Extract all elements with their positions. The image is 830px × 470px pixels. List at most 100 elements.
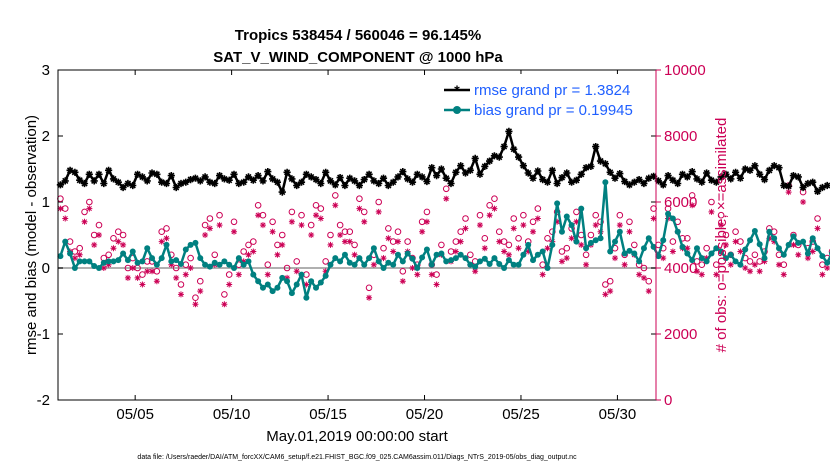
possible-count-point — [520, 211, 527, 219]
rmse-point — [433, 172, 441, 180]
possible-count-point — [95, 221, 103, 229]
possible-count-point — [399, 268, 407, 275]
rmse-point — [727, 175, 735, 183]
rmse-point — [191, 174, 199, 182]
possible-count-point — [341, 228, 349, 235]
rmse-point — [457, 162, 465, 170]
assimilated-count-point — [640, 274, 647, 281]
assimilated-count-point — [819, 271, 826, 278]
rmse-point — [659, 181, 667, 189]
assimilated-count-point — [202, 232, 209, 238]
bias-point — [457, 251, 464, 258]
bias-point — [361, 261, 368, 268]
bias-point — [665, 210, 672, 217]
rmse-point — [80, 179, 89, 188]
legend-rmse-marker-icon: * — [454, 82, 460, 98]
bias-point — [530, 257, 537, 264]
assimilated-count-point — [727, 261, 734, 268]
rmse-point — [341, 181, 349, 190]
possible-count-point — [592, 211, 600, 219]
rmse-point — [90, 177, 98, 185]
assimilated-count-point — [279, 241, 286, 248]
bias-point — [428, 261, 435, 268]
rmse-point — [71, 168, 79, 176]
bias-point — [414, 265, 421, 271]
assimilated-count-point — [337, 232, 344, 238]
bias-point — [129, 248, 136, 255]
assimilated-count-point — [192, 301, 199, 308]
rmse-point — [322, 168, 330, 176]
possible-count-point — [360, 208, 368, 216]
bias-point — [322, 272, 329, 279]
assimilated-count-point — [250, 248, 257, 255]
bias-point — [795, 239, 802, 246]
bias-point — [202, 261, 209, 268]
bias-point — [785, 241, 792, 248]
rmse-point — [162, 179, 171, 188]
bias-point — [351, 261, 358, 268]
rmse-point — [664, 172, 672, 180]
x-tick-label: 05/05 — [116, 406, 154, 423]
assimilated-count-point — [809, 248, 816, 255]
assimilated-count-point — [612, 255, 619, 262]
assimilated-count-point — [153, 278, 160, 285]
bias-point — [250, 271, 257, 278]
bias-point — [86, 258, 93, 265]
bias-point — [298, 271, 305, 278]
rmse-point — [187, 176, 195, 184]
bias-point — [592, 237, 599, 244]
rmse-point — [794, 173, 802, 181]
possible-count-point — [196, 277, 204, 285]
possible-count-point — [254, 202, 262, 209]
assimilated-count-point — [510, 225, 517, 232]
bias-point — [284, 278, 291, 285]
rmse-point — [481, 162, 489, 170]
bias-point — [544, 265, 551, 271]
y-left-tick-label: 3 — [42, 62, 50, 79]
rmse-point — [365, 170, 373, 178]
assimilated-count-point — [235, 271, 242, 278]
assimilated-count-point — [187, 265, 194, 271]
bias-point — [67, 250, 74, 257]
possible-count-point — [139, 271, 146, 278]
assimilated-count-point — [81, 218, 88, 225]
possible-count-point — [828, 248, 830, 255]
bias-point — [583, 245, 590, 252]
bias-point — [539, 248, 546, 255]
assimilated-count-point — [356, 205, 363, 212]
rmse-point — [418, 173, 426, 181]
assimilated-count-point — [240, 258, 247, 265]
bias-point — [317, 279, 324, 286]
bias-point — [346, 259, 353, 266]
rmse-point — [466, 166, 474, 174]
assimilated-count-point — [288, 218, 295, 225]
rmse-point — [630, 178, 638, 186]
bias-point — [419, 254, 426, 261]
rmse-point — [273, 178, 281, 186]
bias-point — [679, 243, 686, 250]
possible-count-point — [732, 228, 739, 235]
bias-point — [587, 239, 594, 246]
assimilated-count-point — [317, 215, 324, 222]
bias-point — [496, 261, 503, 268]
possible-count-point — [457, 228, 464, 235]
rmse-point — [331, 181, 339, 189]
rmse-point — [490, 152, 498, 160]
assimilated-count-point — [824, 265, 830, 271]
bias-point — [510, 261, 517, 268]
series-lines — [56, 127, 830, 301]
bias-point — [293, 281, 300, 288]
assimilated-count-point — [158, 238, 165, 245]
assimilated-count-point — [804, 255, 811, 262]
bias-point — [264, 281, 271, 288]
bias-point — [105, 258, 112, 265]
bias-point — [645, 235, 652, 242]
data-file-footer: data file: /Users/raeder/DAI/ATM_forcXX/… — [137, 454, 577, 461]
rmse-point — [95, 170, 103, 178]
assimilated-count-point — [255, 212, 262, 219]
x-tick-label: 05/10 — [213, 406, 251, 423]
rmse-point — [428, 164, 436, 172]
rmse-point — [712, 178, 720, 186]
bias-point — [279, 274, 286, 281]
rmse-point — [56, 181, 64, 189]
